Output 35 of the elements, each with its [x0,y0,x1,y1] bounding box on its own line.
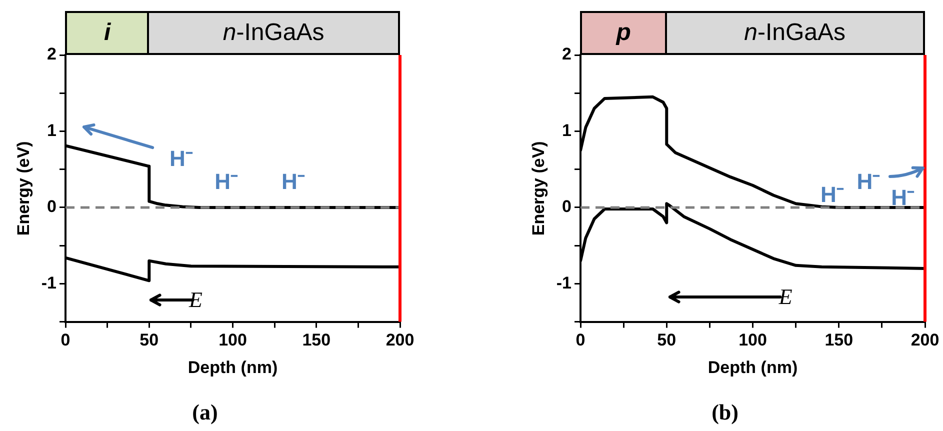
text: n-InGaAs [222,19,324,47]
annotation: H⁻ [214,168,238,194]
x-tick-label: 100 [738,330,767,350]
x-tick-label: 50 [140,330,159,350]
annotation: H⁻ [169,146,192,172]
text: n-InGaAs [744,19,846,47]
annotation: H⁻ [282,168,304,194]
y-tick-label: 2 [47,44,57,64]
x-tick-label: 0 [576,330,586,350]
x-tick-label: 100 [218,330,247,350]
y-axis-title: Energy (eV) [14,141,33,236]
text: (a) [192,399,218,424]
y-tick-label: 0 [562,197,572,216]
text: p [616,19,631,47]
x-tick-label: 50 [657,330,676,350]
y-tick-label: 1 [562,120,572,140]
x-tick-label: 0 [60,330,70,350]
y-tick-label: -1 [556,273,572,292]
text: i [104,19,111,47]
annotation: H⁻ [891,185,914,210]
y-tick-label: 1 [47,120,57,140]
x-tick-label: 200 [910,330,940,350]
annotation: E⃗ [778,284,810,309]
annotation: H⁻ [856,169,880,194]
x-tick-label: 150 [824,330,854,350]
annotation: H⁻ [820,182,844,208]
y-tick-label: -1 [41,273,57,292]
y-tick-label: 0 [47,197,57,216]
x-tick-label: 150 [302,330,331,350]
y-tick-label: 2 [562,44,572,64]
y-axis-title: Energy (eV) [528,141,548,236]
x-axis-title: Depth (nm) [708,358,798,378]
x-axis-title: Depth (nm) [188,358,278,378]
text: (b) [712,399,738,424]
x-tick-label: 200 [386,330,414,350]
